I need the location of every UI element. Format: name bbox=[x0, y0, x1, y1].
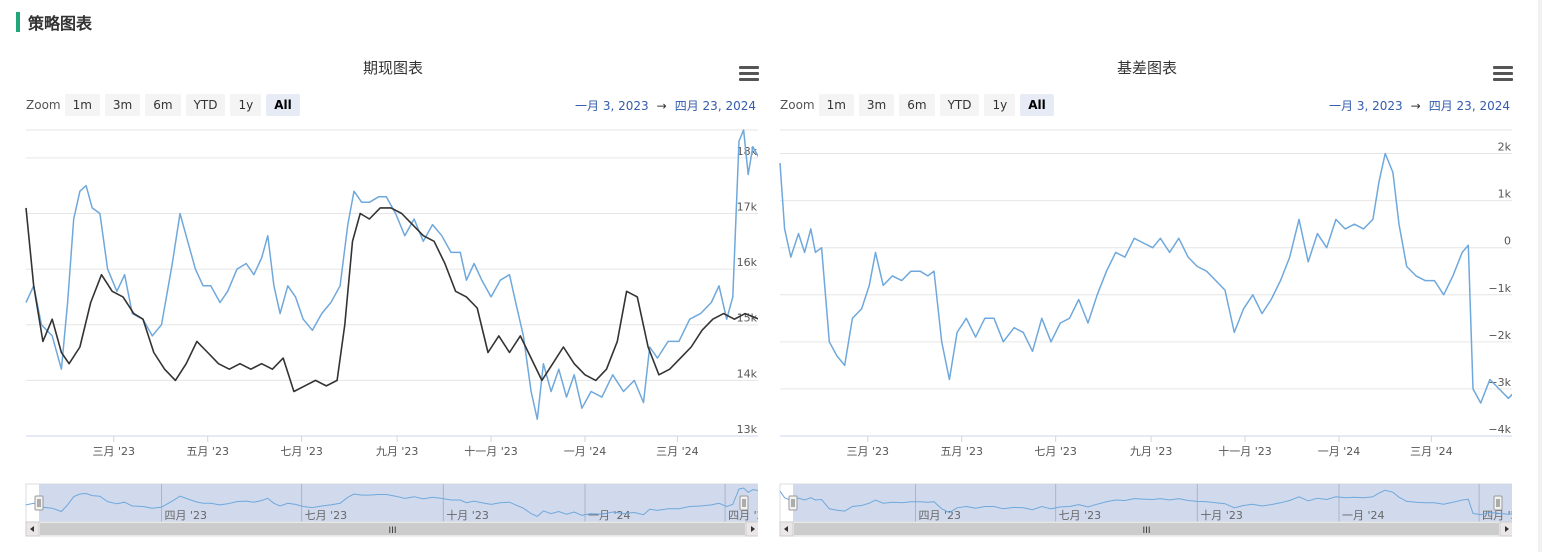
handle-body[interactable] bbox=[788, 495, 798, 511]
y-tick-label: 2k bbox=[1498, 141, 1512, 154]
y-tick-label: −4k bbox=[1488, 423, 1511, 436]
x-tick-label: 十一月 '23 bbox=[464, 444, 518, 458]
x-tick-label: 五月 '23 bbox=[940, 445, 983, 458]
y-tick-label: 17k bbox=[737, 200, 758, 213]
x-tick-label: 一月 '24 bbox=[564, 445, 607, 458]
y-tick-label: −2k bbox=[1488, 329, 1511, 342]
x-tick-label: 十一月 '23 bbox=[1218, 444, 1272, 458]
scroll-left-arrow-icon bbox=[784, 526, 788, 532]
scroll-right-arrow-icon bbox=[751, 526, 755, 532]
navigator-handle-left[interactable] bbox=[788, 495, 798, 511]
zoom-button-1y[interactable]: 1y bbox=[984, 94, 1016, 116]
x-tick-label: 九月 '23 bbox=[1130, 445, 1173, 458]
chart-menu-icon[interactable] bbox=[739, 66, 759, 82]
range-arrow-icon: → bbox=[1410, 98, 1421, 113]
series-line-2 bbox=[25, 207, 758, 393]
zoom-bar: Zoom 1m 3m 6m YTD 1y All bbox=[780, 94, 1059, 116]
y-tick-label: 16k bbox=[737, 256, 758, 269]
series-line-1 bbox=[779, 152, 1512, 404]
zoom-button-ytd[interactable]: YTD bbox=[185, 94, 226, 116]
zoom-bar: Zoom 1m 3m 6m YTD 1y All bbox=[26, 94, 305, 116]
scrollbar-grip: III bbox=[1143, 526, 1151, 536]
zoom-button-1y[interactable]: 1y bbox=[230, 94, 262, 116]
y-tick-label: −1k bbox=[1488, 282, 1511, 295]
navigator-tick-label: 四月 '24 bbox=[1482, 509, 1512, 522]
navigator-tick-label: 七月 '23 bbox=[1059, 509, 1102, 522]
zoom-button-1m[interactable]: 1m bbox=[64, 94, 100, 116]
y-tick-label: 13k bbox=[737, 423, 758, 436]
chart-title: 期现图表 bbox=[363, 59, 423, 77]
y-tick-label: 18k bbox=[737, 145, 758, 158]
chart-canvas: 基差图表 −4k −3k −2k −1k 0 1k 2k 三月 '23 五月 '23 七月 '23… bbox=[779, 59, 1512, 537]
navigator-tick-label: 一月 '24 bbox=[1342, 509, 1385, 522]
x-tick-label: 九月 '23 bbox=[376, 445, 419, 458]
x-tick-label: 七月 '23 bbox=[280, 445, 323, 458]
navigator-handle-left[interactable] bbox=[34, 495, 44, 511]
y-tick-label: 0 bbox=[1504, 235, 1511, 248]
range-arrow-icon: → bbox=[656, 98, 667, 113]
zoom-button-all[interactable]: All bbox=[266, 94, 300, 116]
scrollbar-thumb[interactable] bbox=[794, 523, 1499, 535]
navigator-handle-right[interactable] bbox=[739, 495, 749, 511]
chart-panel-spot-futures: 期现图表 13k 14k 15k 16k 17k 18k 三月 '23 五月 '23 七月 '2… bbox=[24, 48, 759, 552]
range-to-input[interactable]: 四月 23, 2024 bbox=[674, 99, 756, 113]
navigator-tick-label: 四月 '23 bbox=[919, 509, 962, 522]
x-tick-label: 三月 '24 bbox=[1410, 445, 1453, 458]
range-to-input[interactable]: 四月 23, 2024 bbox=[1428, 99, 1510, 113]
zoom-button-ytd[interactable]: YTD bbox=[939, 94, 980, 116]
accent-bar bbox=[16, 12, 20, 32]
y-tick-label: −3k bbox=[1488, 376, 1511, 389]
chart-panel-basis: 基差图表 −4k −3k −2k −1k 0 1k 2k 三月 '23 五月 '23 七月 '23… bbox=[778, 48, 1513, 552]
navigator-series-line bbox=[25, 487, 758, 517]
y-tick-label: 1k bbox=[1498, 188, 1512, 201]
handle-body[interactable] bbox=[1493, 495, 1503, 511]
page-title: 策略图表 bbox=[28, 14, 93, 33]
navigator-tick-label: 十月 '23 bbox=[446, 508, 489, 522]
zoom-button-all[interactable]: All bbox=[1020, 94, 1054, 116]
chart-title: 基差图表 bbox=[1117, 59, 1177, 77]
date-range: 一月 3, 2023 → 四月 23, 2024 bbox=[1329, 97, 1510, 114]
zoom-label: Zoom bbox=[26, 98, 61, 112]
zoom-button-3m[interactable]: 3m bbox=[104, 94, 141, 116]
scrollbar-grip: III bbox=[389, 526, 397, 536]
x-tick-label: 五月 '23 bbox=[186, 445, 229, 458]
chart-menu-icon[interactable] bbox=[1493, 66, 1513, 82]
y-tick-label: 14k bbox=[737, 367, 758, 380]
navigator-tick-label: 七月 '23 bbox=[305, 509, 348, 522]
navigator-tick-label: 四月 '23 bbox=[165, 509, 208, 522]
page-header: 策略图表 bbox=[16, 12, 93, 33]
series-line-1 bbox=[25, 129, 758, 421]
x-tick-label: 七月 '23 bbox=[1034, 445, 1077, 458]
x-tick-label: 三月 '24 bbox=[656, 445, 699, 458]
navigator-tick-label: 十月 '23 bbox=[1200, 508, 1243, 522]
page-scroll-edge bbox=[1538, 0, 1542, 552]
navigator-tick-label: 四月 '24 bbox=[728, 509, 758, 522]
range-from-input[interactable]: 一月 3, 2023 bbox=[1329, 99, 1403, 113]
zoom-button-3m[interactable]: 3m bbox=[858, 94, 895, 116]
navigator-tick-label: 一月 '24 bbox=[588, 509, 631, 522]
navigator-handle-right[interactable] bbox=[1493, 495, 1503, 511]
navigator-selection[interactable] bbox=[793, 484, 1512, 522]
handle-body[interactable] bbox=[739, 495, 749, 511]
zoom-label: Zoom bbox=[780, 98, 815, 112]
x-tick-label: 三月 '23 bbox=[93, 445, 136, 458]
x-tick-label: 三月 '23 bbox=[847, 445, 890, 458]
scroll-right-arrow-icon bbox=[1505, 526, 1509, 532]
x-tick-label: 一月 '24 bbox=[1318, 445, 1361, 458]
scroll-left-arrow-icon bbox=[30, 526, 34, 532]
navigator-selection[interactable] bbox=[39, 484, 758, 522]
range-from-input[interactable]: 一月 3, 2023 bbox=[575, 99, 649, 113]
handle-body[interactable] bbox=[34, 495, 44, 511]
zoom-button-6m[interactable]: 6m bbox=[899, 94, 935, 116]
zoom-button-6m[interactable]: 6m bbox=[145, 94, 181, 116]
zoom-button-1m[interactable]: 1m bbox=[818, 94, 854, 116]
scrollbar-thumb[interactable] bbox=[40, 523, 745, 535]
navigator-series-line bbox=[779, 489, 1512, 516]
date-range: 一月 3, 2023 → 四月 23, 2024 bbox=[575, 97, 756, 114]
